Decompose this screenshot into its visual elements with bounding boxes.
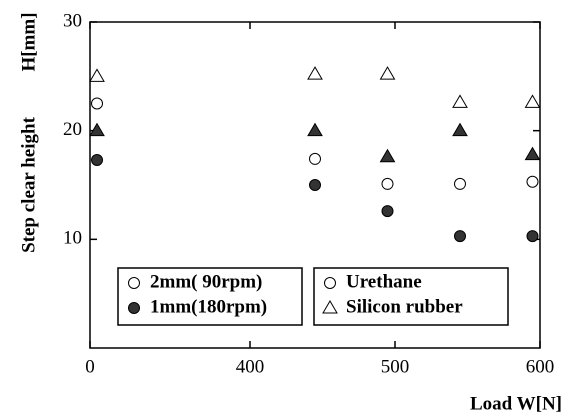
x-tick-label: 0 xyxy=(85,356,95,377)
y-tick-label: 10 xyxy=(63,228,82,249)
marker xyxy=(91,97,103,110)
x-tick-label: 500 xyxy=(381,356,410,377)
marker xyxy=(322,300,338,314)
legend-label: 1mm(180rpm) xyxy=(150,296,267,317)
marker xyxy=(526,175,539,188)
marker xyxy=(324,277,336,289)
marker xyxy=(379,66,396,80)
legend-box xyxy=(313,267,509,326)
marker xyxy=(526,230,539,243)
marker xyxy=(524,146,541,161)
y-tick-label: 20 xyxy=(63,119,82,140)
legend-box xyxy=(117,267,303,326)
marker xyxy=(381,177,394,190)
marker xyxy=(381,205,394,218)
marker xyxy=(452,94,468,108)
y-tick-label: 30 xyxy=(63,10,82,31)
y-axis-unit: H[mm] xyxy=(18,12,39,71)
marker xyxy=(89,122,105,137)
marker xyxy=(89,68,105,82)
legend-label: 2mm( 90rpm) xyxy=(150,271,262,292)
x-tick-label: 600 xyxy=(526,356,555,377)
marker xyxy=(379,148,396,163)
marker xyxy=(452,122,468,137)
y-axis-label: Step clear height xyxy=(18,116,39,252)
marker xyxy=(454,230,466,243)
marker xyxy=(128,277,140,289)
x-tick-label: 400 xyxy=(236,356,265,377)
marker xyxy=(307,66,323,80)
marker xyxy=(309,152,321,165)
marker xyxy=(307,122,323,137)
plot-frame xyxy=(89,21,541,349)
marker xyxy=(524,94,541,108)
legend-label: Urethane xyxy=(346,271,422,292)
marker xyxy=(309,179,321,191)
marker xyxy=(128,302,140,314)
marker xyxy=(91,154,103,167)
legend-label: Silicon rubber xyxy=(346,296,463,317)
x-axis-label: Load W[N] xyxy=(470,393,562,414)
marker xyxy=(454,177,466,190)
